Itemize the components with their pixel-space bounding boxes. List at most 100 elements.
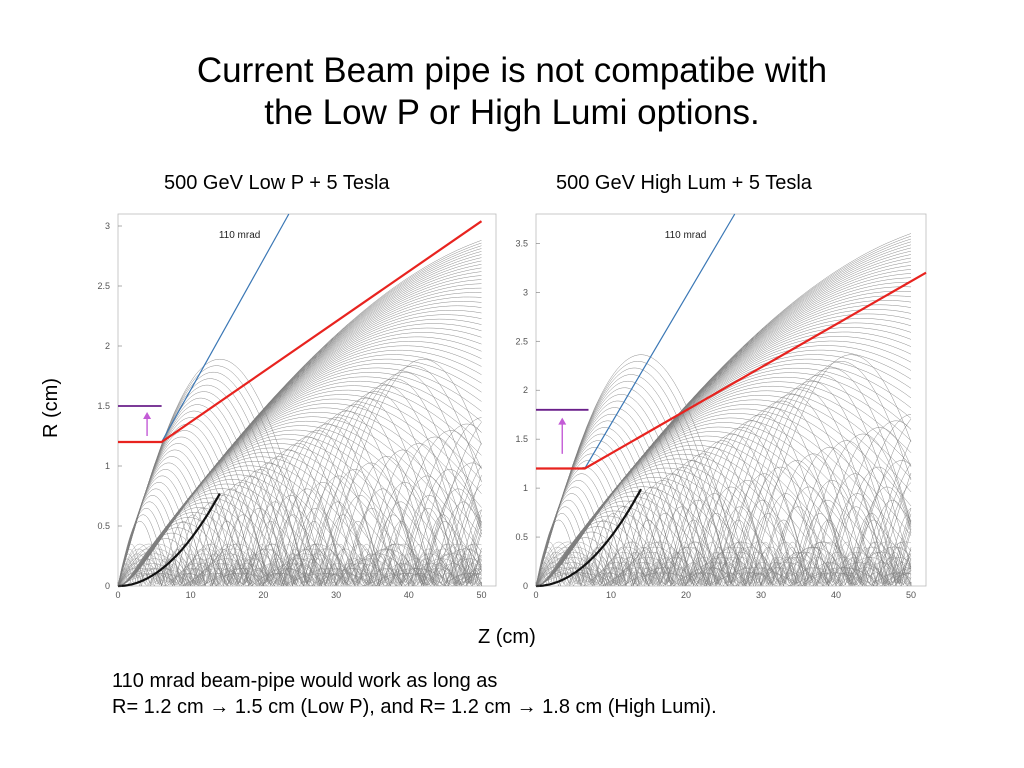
helix-low-loop <box>117 548 482 587</box>
x-tick-label: 50 <box>476 590 486 600</box>
conclusion-note: 110 mrad beam-pipe would work as long as… <box>112 668 717 720</box>
helix-low-loop <box>117 553 482 587</box>
helix-loop <box>117 423 482 587</box>
helix-loop <box>535 466 912 587</box>
helix-loop <box>535 480 912 587</box>
helix-loop <box>535 420 912 587</box>
helix-low-loop <box>117 568 482 587</box>
x-tick-label: 20 <box>258 590 268 600</box>
helix-loop <box>117 436 482 587</box>
helix-low-loop <box>117 573 482 587</box>
helix-low-loop <box>535 557 912 587</box>
y-tick-label: 1.5 <box>515 434 528 444</box>
helix-loop <box>117 397 482 587</box>
helix-low-loop <box>117 558 482 587</box>
y-tick-label: 0 <box>105 581 110 591</box>
mrad-annotation: 110 mrad <box>219 230 261 241</box>
y-tick-label: 1 <box>105 461 110 471</box>
helix-low-loop <box>535 546 912 587</box>
helix-low-loop <box>535 551 912 587</box>
helix-curve <box>535 526 651 587</box>
y-tick-label: 3 <box>523 287 528 297</box>
helix-loop <box>535 427 912 587</box>
y-tick-label: 0.5 <box>515 532 528 542</box>
helix-curve <box>535 233 912 587</box>
arrow-head <box>558 417 567 425</box>
helix-loop <box>117 456 482 587</box>
helix-loop <box>117 430 482 587</box>
axis-ticks: 0 10 20 30 40 50 0 0.5 1 1.5 2 2.5 3 <box>97 221 486 600</box>
x-axis-label: Z (cm) <box>478 626 536 648</box>
helix-low-loop <box>117 548 482 587</box>
helix-loop <box>117 449 482 587</box>
helix-curves <box>117 240 482 587</box>
y-tick-label: 0.5 <box>97 521 110 531</box>
right-chart: 0 10 20 30 40 50 0 0.5 1 1.5 2 2.5 3 3.5 110 mrad <box>515 213 927 600</box>
helix-low-loop <box>535 552 912 587</box>
helix-loop <box>117 365 482 587</box>
x-tick-label: 10 <box>606 590 616 600</box>
helix-loop <box>117 378 482 587</box>
x-tick-label: 40 <box>831 590 841 600</box>
helix-low-loop <box>535 541 912 587</box>
note-line-1: 110 mrad beam-pipe would work as long as <box>112 670 498 692</box>
helix-loop <box>117 358 482 587</box>
helix-loop <box>117 417 482 587</box>
x-tick-label: 30 <box>756 590 766 600</box>
helix-low-loop <box>535 572 912 587</box>
left-chart: 0 10 20 30 40 50 0 0.5 1 1.5 2 2.5 3 110 mrad <box>97 213 497 600</box>
note-line-2: R= 1.2 cm → 1.5 cm (Low P), and R= 1.2 c… <box>112 696 717 718</box>
arrow-head <box>143 412 152 419</box>
left-chart-subtitle: 500 GeV Low P + 5 Tesla <box>164 172 390 194</box>
x-tick-label: 20 <box>681 590 691 600</box>
helix-curve <box>535 537 627 587</box>
title-line-2: the Low P or High Lumi options. <box>264 93 760 132</box>
x-tick-label: 40 <box>404 590 414 600</box>
helix-low-loop <box>535 567 912 587</box>
y-tick-label: 2.5 <box>97 281 110 291</box>
helix-low-loop <box>117 558 482 587</box>
x-tick-label: 0 <box>115 590 120 600</box>
slide-title: Current Beam pipe is not compatibe with … <box>0 50 1024 134</box>
helix-low-loop <box>535 541 912 587</box>
helix-loop <box>535 440 912 587</box>
helix-low-loop <box>535 552 912 587</box>
x-tick-label: 0 <box>533 590 538 600</box>
y-tick-label: 3.5 <box>515 238 528 248</box>
helix-low-loop <box>535 567 912 587</box>
helix-low-loop <box>117 543 482 587</box>
helix-low-loop <box>117 563 482 587</box>
helix-loop <box>535 413 912 587</box>
helix-low-loop <box>535 541 912 587</box>
red-envelope-line <box>118 220 483 444</box>
helix-loop <box>535 473 912 587</box>
helix-loop <box>535 361 912 587</box>
helix-loop <box>117 404 482 587</box>
helix-loop <box>535 394 912 587</box>
helix-loop <box>535 400 912 587</box>
y-tick-label: 3 <box>105 221 110 231</box>
helix-loop <box>117 443 482 587</box>
x-tick-label: 10 <box>186 590 196 600</box>
y-tick-label: 1.5 <box>97 401 110 411</box>
y-axis-label: R (cm) <box>40 378 62 438</box>
helix-low-loop <box>117 568 482 587</box>
helix-low-loop <box>117 553 482 587</box>
helix-loop <box>535 354 912 587</box>
red-envelope-line <box>536 271 927 470</box>
helix-low-loop <box>117 563 482 587</box>
helix-loop <box>535 433 912 587</box>
mrad-line <box>584 213 736 469</box>
y-tick-label: 2 <box>105 341 110 351</box>
right-chart-subtitle: 500 GeV High Lum + 5 Tesla <box>556 172 812 194</box>
helix-low-loop <box>535 546 912 587</box>
helix-curve <box>117 240 482 587</box>
helix-loop <box>535 374 912 587</box>
helix-low-loop <box>117 543 482 587</box>
helix-loop <box>535 453 912 587</box>
y-tick-label: 1 <box>523 483 528 493</box>
helix-loop <box>535 387 912 587</box>
helix-low-loop <box>535 562 912 587</box>
helix-loop <box>535 446 912 587</box>
helix-low-loop <box>117 553 482 587</box>
